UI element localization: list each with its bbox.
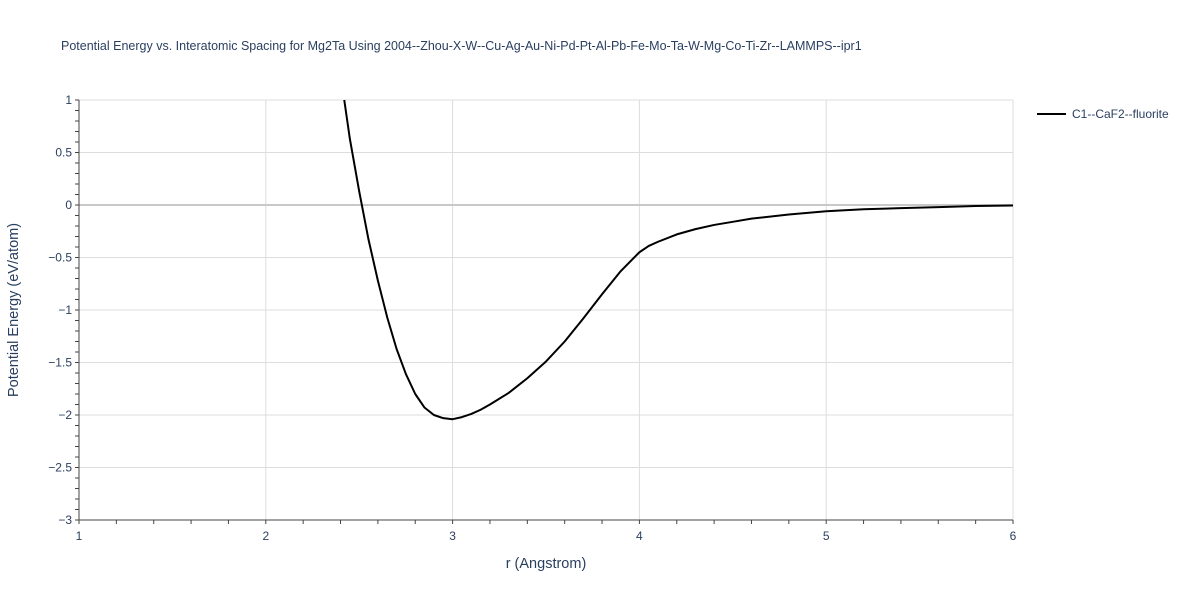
x-tick-label: 6 (1010, 529, 1017, 543)
y-tick-label: −1 (58, 303, 72, 317)
y-tick-label: 0 (65, 198, 72, 212)
y-tick-labels: 1 0.5 0 −0.5 −1 −1.5 −2 −2.5 −3 (48, 93, 72, 527)
series-line (343, 99, 1014, 421)
y-tick-label: −3 (58, 513, 72, 527)
x-tick-label: 1 (76, 529, 83, 543)
minor-ticks (75, 99, 1014, 524)
series-layer (343, 99, 1014, 421)
x-tick-labels: 1 2 3 4 5 6 (76, 529, 1017, 543)
x-axis-title: r (Angstrom) (506, 556, 587, 572)
legend: C1--CaF2--fluorite (1037, 107, 1169, 121)
x-tick-label: 2 (262, 529, 269, 543)
y-gridlines (79, 99, 1013, 468)
y-tick-label: 0.5 (55, 146, 72, 160)
y-tick-label: 1 (65, 93, 72, 107)
y-axis-title: Potential Energy (eV/atom) (6, 223, 22, 397)
y-tick-label: −2.5 (48, 461, 72, 475)
x-tick-label: 4 (636, 529, 643, 543)
x-tick-label: 3 (449, 529, 456, 543)
chart-title: Potential Energy vs. Interatomic Spacing… (61, 39, 862, 53)
y-tick-label: −2 (58, 408, 72, 422)
x-tick-label: 5 (823, 529, 830, 543)
y-tick-label: −1.5 (48, 356, 72, 370)
legend-label: C1--CaF2--fluorite (1072, 107, 1169, 121)
y-tick-label: −0.5 (48, 251, 72, 265)
